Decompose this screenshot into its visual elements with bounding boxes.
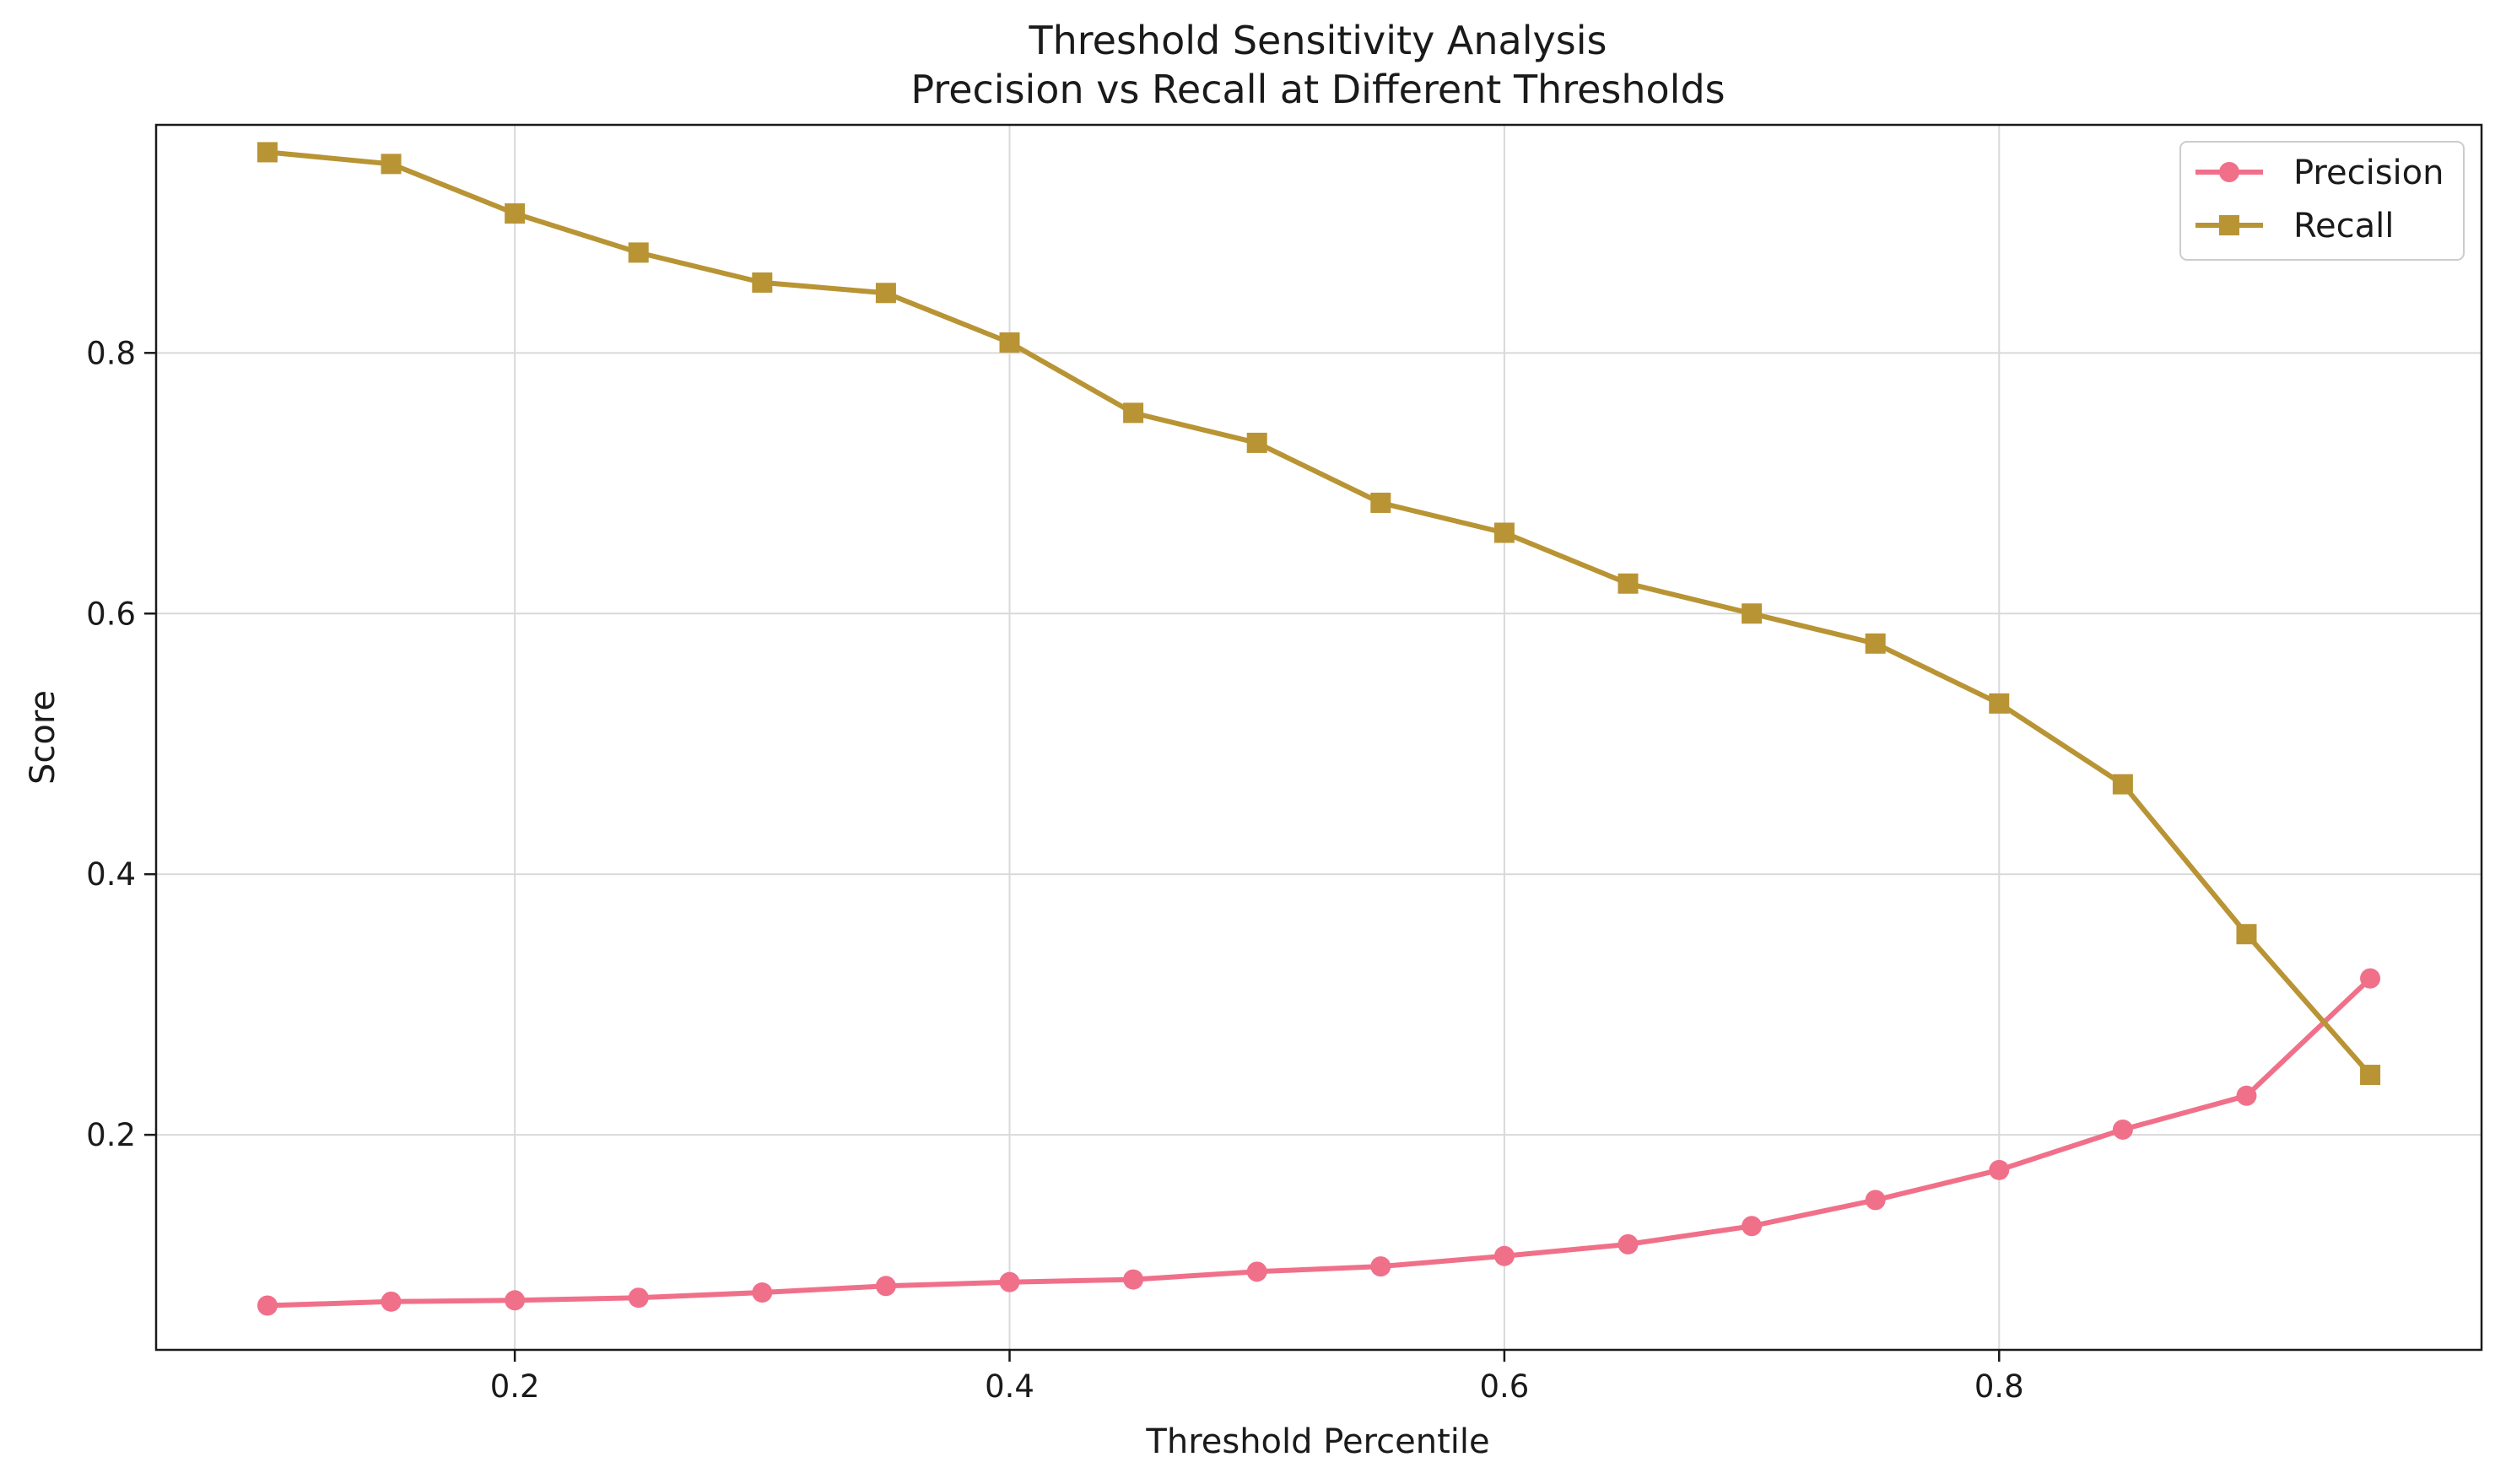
precision-point <box>875 1276 896 1297</box>
precision-point <box>381 1291 402 1312</box>
recall-point <box>1618 573 1639 594</box>
y-tick-label: 0.4 <box>86 856 136 893</box>
recall-point <box>381 154 402 175</box>
precision-point <box>1370 1256 1391 1277</box>
recall-point <box>2236 924 2257 945</box>
x-tick-label: 0.6 <box>1479 1368 1529 1405</box>
recall-point <box>1246 432 1267 453</box>
legend-label-recall: Recall <box>2293 207 2394 246</box>
y-tick-label: 0.8 <box>86 335 136 371</box>
recall-point <box>2360 1065 2381 1086</box>
plot-frame <box>154 123 2483 1352</box>
recall-point <box>1989 693 2010 714</box>
chart-subtitle: Precision vs Recall at Different Thresho… <box>910 67 1725 112</box>
recall-point <box>2112 774 2133 795</box>
legend-marker-precision <box>2219 162 2239 182</box>
recall-point <box>1865 633 1886 654</box>
precision-point <box>1246 1261 1267 1282</box>
recall-point <box>1742 603 1763 624</box>
precision-line <box>267 976 2373 1309</box>
recall-point <box>1493 522 1515 543</box>
recall-point <box>1370 492 1391 513</box>
chart-title: Threshold Sensitivity Analysis <box>1029 18 1607 63</box>
recall-point <box>628 242 649 263</box>
x-tick-label: 0.4 <box>985 1368 1034 1405</box>
precision-point <box>257 1295 278 1316</box>
recall-point <box>999 332 1020 353</box>
precision-point <box>1123 1269 1144 1290</box>
recall-point <box>505 203 526 224</box>
legend: Precision Recall <box>2179 141 2465 261</box>
legend-marker-recall <box>2219 215 2239 235</box>
y-tick-label: 0.2 <box>86 1117 136 1153</box>
recall-line <box>267 149 2373 1077</box>
precision-point <box>1493 1245 1515 1266</box>
precision-point <box>2236 1085 2257 1106</box>
plot-series <box>257 142 2381 1316</box>
series-precision <box>257 968 2381 1316</box>
precision-point <box>1618 1233 1639 1255</box>
precision-point <box>999 1271 1020 1292</box>
precision-point <box>505 1290 526 1311</box>
legend-label-precision: Precision <box>2293 154 2444 192</box>
recall-point <box>257 142 278 163</box>
precision-point <box>1865 1190 1886 1211</box>
x-tick-label: 0.2 <box>490 1368 540 1405</box>
recall-point <box>752 272 773 293</box>
axis-ticks: 0.2 0.4 0.6 0.8 0.2 0.4 0.6 0.8 <box>86 335 2024 1405</box>
y-tick-label: 0.6 <box>86 596 136 632</box>
precision-point <box>2360 968 2381 989</box>
precision-point <box>2112 1119 2133 1140</box>
recall-point <box>1123 402 1144 424</box>
recall-point <box>875 283 896 304</box>
precision-point <box>752 1282 773 1303</box>
precision-point <box>628 1287 649 1309</box>
series-recall <box>257 142 2381 1086</box>
gridlines <box>156 125 2482 1350</box>
x-tick-label: 0.8 <box>1974 1368 2024 1405</box>
precision-point <box>1989 1159 2010 1180</box>
x-axis-label: Threshold Percentile <box>1145 1422 1489 1461</box>
y-axis-label: Score <box>24 690 62 785</box>
precision-point <box>1742 1216 1763 1237</box>
